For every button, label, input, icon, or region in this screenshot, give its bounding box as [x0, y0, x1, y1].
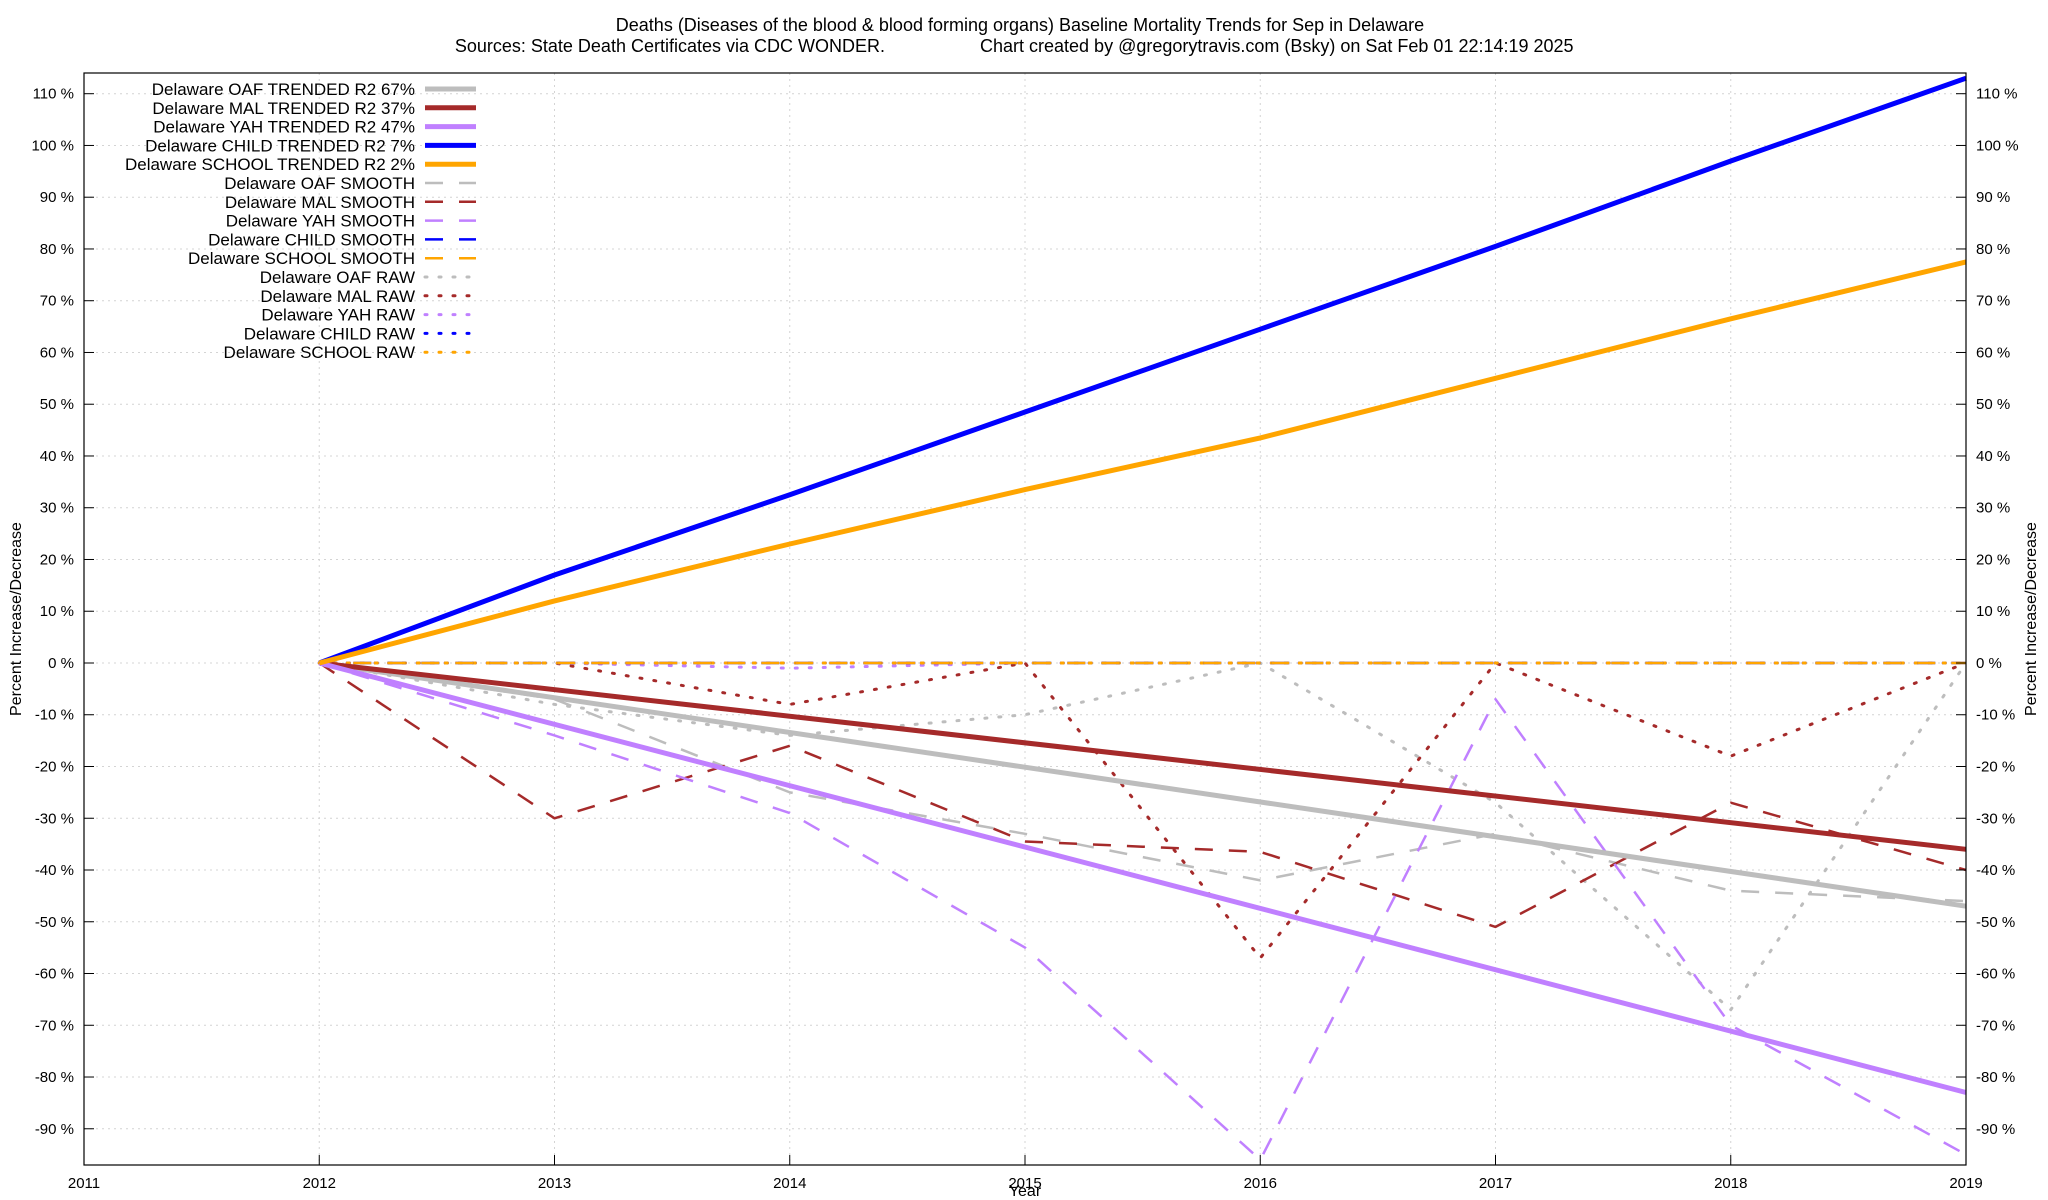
- series-line-delaware-yah-trended-r2-47pct: [318, 660, 1967, 1095]
- legend-label: Delaware MAL TRENDED R2 37%: [152, 99, 415, 118]
- y-tick-label: -60 %: [35, 966, 74, 983]
- y-tick-label-right: -10 %: [1976, 707, 2015, 724]
- x-tick-label: 2017: [1479, 1175, 1512, 1192]
- x-tick-label: 2019: [1949, 1175, 1982, 1192]
- y-tick-label: 100 %: [31, 137, 74, 154]
- series-line-delaware-oaf-trended-r2-67pct: [318, 660, 1967, 909]
- y-tick-label: 50 %: [40, 396, 74, 413]
- y-tick-label: 0 %: [48, 655, 74, 672]
- y-tick-label-right: 50 %: [1976, 396, 2010, 413]
- y-tick-label: 20 %: [40, 551, 74, 568]
- y-tick-label: 30 %: [40, 500, 74, 517]
- series-line-delaware-mal-trended-r2-37pct: [319, 660, 1967, 852]
- y-tick-label: -40 %: [35, 862, 74, 879]
- legend-label: Delaware OAF TRENDED R2 67%: [152, 80, 415, 99]
- series-line-delaware-school-trended-r2-2pct: [318, 259, 1967, 666]
- y-tick-label-right: 0 %: [1976, 655, 2002, 672]
- legend-label: Delaware YAH SMOOTH: [226, 212, 415, 231]
- y-tick-label-right: 40 %: [1976, 448, 2010, 465]
- legend-label: Delaware OAF SMOOTH: [224, 174, 415, 193]
- y-tick-label: 90 %: [40, 189, 74, 206]
- axis-ticks: 110 % 110 % 100 % 100 % 90 % 90 % 80 % 80 % 70 %…: [31, 86, 2018, 1192]
- series-lines: [317, 75, 1968, 1162]
- y-tick-label: -50 %: [35, 914, 74, 931]
- y-tick-label-right: -70 %: [1976, 1017, 2015, 1034]
- legend-label: Delaware SCHOOL TRENDED R2 2%: [125, 155, 415, 174]
- y-tick-label-right: 20 %: [1976, 551, 2010, 568]
- chart-title: Deaths (Diseases of the blood & blood fo…: [616, 15, 1424, 35]
- y-tick-label-right: 100 %: [1976, 137, 2019, 154]
- y-tick-label: -90 %: [35, 1121, 74, 1138]
- x-tick-label: 2011: [68, 1175, 100, 1192]
- chart-subtitle-source: Sources: State Death Certificates via CD…: [455, 36, 885, 56]
- y-tick-label: -20 %: [35, 758, 74, 775]
- legend-label: Delaware YAH TRENDED R2 47%: [153, 118, 415, 137]
- y-tick-label-right: 110 %: [1976, 86, 2017, 103]
- y-tick-label-right: -90 %: [1976, 1121, 2015, 1138]
- y-tick-label-right: 70 %: [1976, 293, 2010, 310]
- y-tick-label: -70 %: [35, 1017, 74, 1034]
- x-axis-label: Year: [1009, 1183, 1042, 1200]
- y-tick-label: 110 %: [33, 86, 74, 103]
- y-tick-label-right: -80 %: [1976, 1069, 2015, 1086]
- y-tick-label: -10 %: [35, 707, 74, 724]
- x-tick-label: 2015: [1008, 1175, 1041, 1192]
- legend-label: Delaware CHILD RAW: [244, 324, 415, 343]
- x-tick-label: 2013: [538, 1175, 571, 1192]
- legend-label: Delaware OAF RAW: [260, 268, 415, 287]
- legend-label: Delaware SCHOOL RAW: [224, 343, 415, 362]
- legend-label: Delaware CHILD SMOOTH: [208, 230, 415, 249]
- x-tick-label: 2014: [773, 1175, 806, 1192]
- y-axis-label-right: Percent Increase/Decrease: [2023, 522, 2040, 716]
- series-line-delaware-mal-smooth: [318, 661, 1967, 929]
- x-tick-label: 2018: [1714, 1175, 1747, 1192]
- y-tick-label-right: 10 %: [1976, 603, 2010, 620]
- series-line-delaware-yah-smooth: [318, 661, 1967, 1162]
- x-tick-label: 2016: [1244, 1175, 1277, 1192]
- y-tick-label: -80 %: [35, 1069, 74, 1086]
- legend: Delaware OAF TRENDED R2 67%Delaware MAL …: [125, 80, 478, 362]
- y-tick-label: 80 %: [40, 241, 74, 258]
- y-tick-label-right: -50 %: [1976, 914, 2015, 931]
- y-tick-label: 70 %: [40, 293, 74, 310]
- y-axis-label: Percent Increase/Decrease: [8, 522, 25, 716]
- x-tick-label: 2012: [303, 1175, 336, 1192]
- y-tick-label-right: 30 %: [1976, 500, 2010, 517]
- y-tick-label: 10 %: [40, 603, 74, 620]
- legend-label: Delaware MAL SMOOTH: [225, 193, 415, 212]
- y-tick-label: 40 %: [40, 448, 74, 465]
- y-tick-label-right: 60 %: [1976, 344, 2010, 361]
- y-tick-label-right: -30 %: [1976, 810, 2015, 827]
- y-tick-label: 60 %: [40, 344, 74, 361]
- y-tick-label-right: 90 %: [1976, 189, 2010, 206]
- legend-label: Delaware YAH RAW: [261, 306, 415, 325]
- legend-label: Delaware SCHOOL SMOOTH: [188, 249, 415, 268]
- y-tick-label: -30 %: [35, 810, 74, 827]
- y-tick-label-right: -40 %: [1976, 862, 2015, 879]
- y-tick-label-right: 80 %: [1976, 241, 2010, 258]
- series-line-delaware-oaf-smooth: [319, 661, 1967, 903]
- y-tick-label-right: -60 %: [1976, 966, 2015, 983]
- y-tick-label-right: -20 %: [1976, 758, 2015, 775]
- legend-label: Delaware MAL RAW: [260, 287, 415, 306]
- legend-label: Delaware CHILD TRENDED R2 7%: [145, 136, 415, 155]
- chart-subtitle-credit: Chart created by @gregorytravis.com (Bsk…: [980, 36, 1574, 56]
- series-line-delaware-child-trended-r2-7pct: [318, 75, 1967, 666]
